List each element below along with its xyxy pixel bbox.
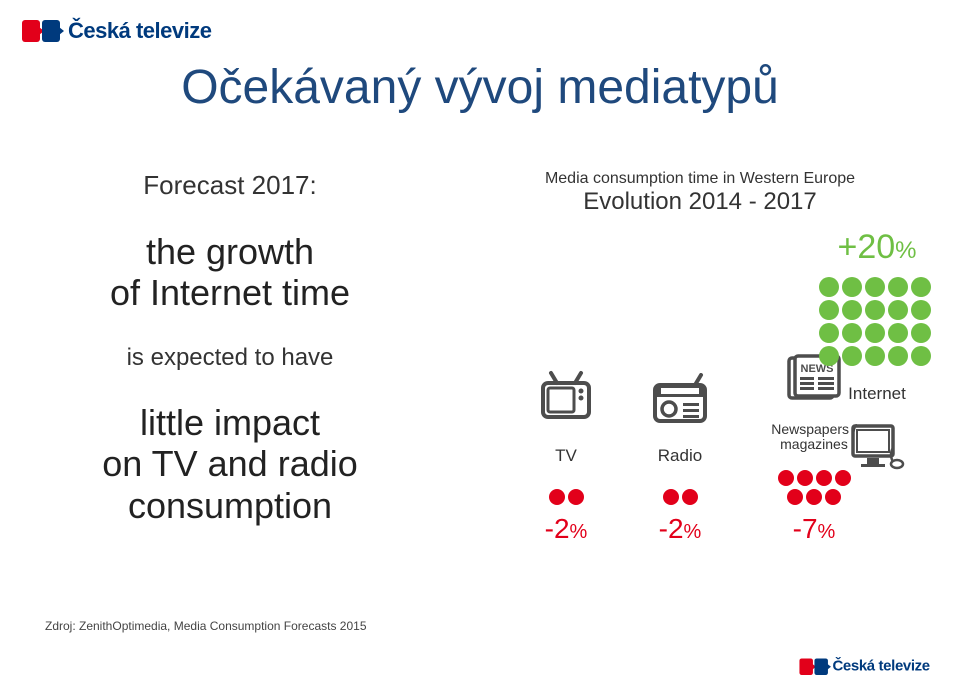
radio-icon — [651, 355, 709, 425]
media-pct-tv: -2% — [545, 513, 588, 545]
chart-title: Evolution 2014 - 2017 — [470, 188, 930, 216]
brand-logo-top: Česká televize — [22, 18, 211, 44]
brand-logo-bottom: Česká televize — [800, 658, 930, 675]
media-pct-radio: -2% — [659, 513, 702, 545]
forecast-label: Forecast 2017: — [45, 170, 415, 201]
impact-line2: on TV and radio — [45, 443, 415, 484]
brand-name-bottom: Česká televize — [833, 658, 930, 675]
brand-mark — [22, 20, 60, 42]
slide-title: Očekávaný vývoj mediatypů — [181, 60, 779, 115]
media-item-radio: Radio -2% — [635, 355, 725, 545]
media-label-tv: TV — [555, 437, 577, 475]
media-label-radio: Radio — [658, 437, 702, 475]
tv-icon — [537, 355, 595, 425]
internet-pct: +20% — [837, 228, 916, 267]
chart-subtitle: Media consumption time in Western Europe — [470, 170, 930, 188]
brand-mark-bottom — [800, 658, 829, 675]
media-dots-tv — [547, 489, 585, 505]
computer-icon — [849, 422, 905, 477]
media-item-internet: +20% Internet — [812, 228, 942, 477]
internet-dots — [819, 277, 935, 366]
mid-claim: is expected to have — [45, 344, 415, 372]
media-dots-radio — [661, 489, 699, 505]
media-pct-news: -7% — [793, 513, 836, 545]
impact-line1: little impact — [45, 402, 415, 443]
impact-claim: little impact on TV and radio consumptio… — [45, 402, 415, 526]
growth-line2: of Internet time — [45, 272, 415, 313]
internet-label: Internet — [848, 384, 906, 404]
media-item-tv: TV -2% — [521, 355, 611, 545]
impact-line3: consumption — [45, 485, 415, 526]
brand-name: Česká televize — [68, 18, 211, 44]
left-text-column: Forecast 2017: the growth of Internet ti… — [45, 170, 415, 526]
growth-line1: the growth — [45, 231, 415, 272]
source-citation: Zdroj: ZenithOptimedia, Media Consumptio… — [45, 619, 367, 633]
growth-claim: the growth of Internet time — [45, 231, 415, 314]
